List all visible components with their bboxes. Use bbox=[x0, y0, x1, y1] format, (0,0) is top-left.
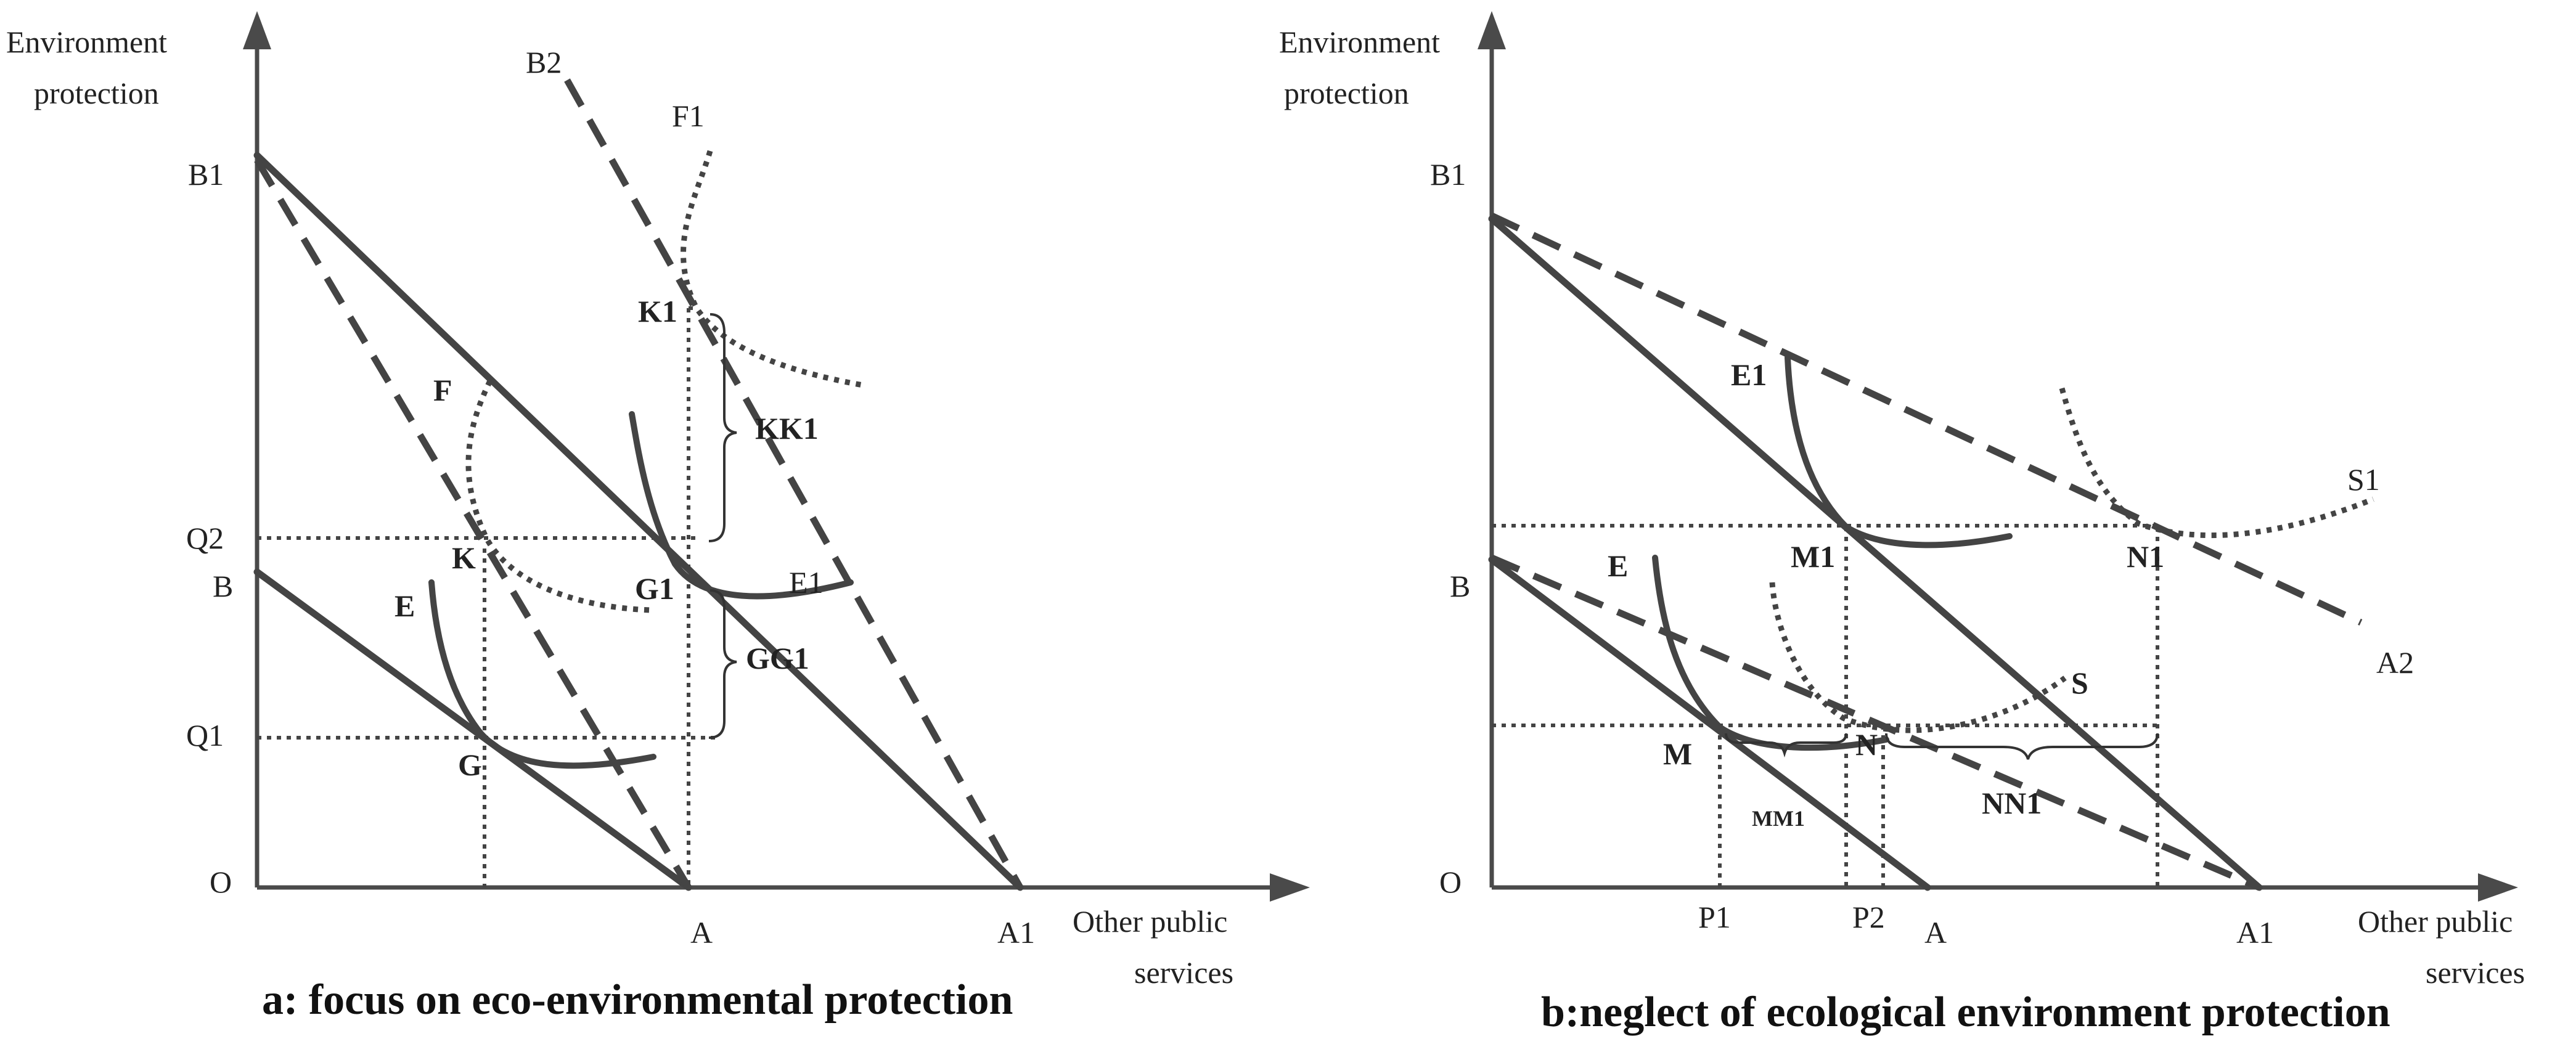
panel-a-indifference-curve-e1 bbox=[629, 411, 854, 600]
panel-b-indifference-curve-s1 bbox=[2059, 387, 2374, 539]
panel-b-label-a2: A2 bbox=[2376, 645, 2414, 680]
panel-b-indifference-curve-s bbox=[1769, 582, 2067, 733]
panel-a-label-kk1: KK1 bbox=[755, 411, 819, 446]
panel-b-x-axis-label-line1: Other public bbox=[2358, 904, 2513, 939]
panel-b-label-p2: P2 bbox=[1852, 900, 1885, 934]
panel-b-label-n1: N1 bbox=[2127, 539, 2164, 574]
panel-a-budget-line-b1-a1 bbox=[253, 152, 1024, 891]
panel-a: Environment protection Other public serv… bbox=[6, 11, 1310, 1024]
panel-a-label-b1: B1 bbox=[188, 157, 224, 192]
panel-b-label-b1: B1 bbox=[1430, 157, 1466, 192]
panel-a-label-a1: A1 bbox=[997, 915, 1035, 950]
panel-a-label-g1: G1 bbox=[635, 571, 674, 606]
panel-b-brace-mm1 bbox=[1725, 733, 1847, 758]
panel-b-label-m: M bbox=[1663, 736, 1692, 771]
panel-a-indifference-curve-e bbox=[428, 579, 656, 769]
panel-a-indifference-curve-f1 bbox=[681, 150, 864, 388]
panel-b-caption: b:neglect of ecological environment prot… bbox=[1541, 989, 2390, 1036]
panel-b-label-e: E bbox=[1608, 549, 1628, 583]
panel-a-label-f1: F1 bbox=[672, 99, 705, 133]
panel-a-x-axis-label-line2: services bbox=[1134, 955, 1233, 990]
panel-b-x-axis-arrow-icon bbox=[2478, 873, 2518, 902]
panel-a-label-q1: Q1 bbox=[186, 718, 224, 752]
panel-a-label-e1: E1 bbox=[789, 565, 824, 600]
panel-b-label-nn1: NN1 bbox=[1982, 786, 2042, 820]
panel-a-brace-kk1 bbox=[708, 313, 737, 542]
panel-a-dashed-line-b1-a bbox=[254, 158, 692, 889]
panel-b-origin-label: O bbox=[1439, 865, 1462, 899]
panel-b-label-s1: S1 bbox=[2347, 462, 2380, 497]
panel-b-label-a: A bbox=[1924, 915, 1947, 950]
panel-a-label-a: A bbox=[690, 915, 713, 950]
panel-b-x-axis-label-line2: services bbox=[2426, 955, 2525, 990]
panel-b-indifference-curve-e1 bbox=[1785, 354, 2013, 549]
panel-a-label-e: E bbox=[395, 589, 415, 623]
panel-b-label-m1: M1 bbox=[1791, 539, 1835, 574]
panel-b: Environment protection Other public serv… bbox=[1279, 11, 2525, 1036]
panel-b-label-mm1: MM1 bbox=[1752, 806, 1805, 831]
panel-a-dashed-line-b2-a1 bbox=[564, 78, 1023, 889]
panel-a-label-b: B bbox=[213, 569, 233, 603]
panel-a-y-axis-label-line1: Environment bbox=[6, 25, 167, 59]
panel-a-brace-gg1 bbox=[708, 589, 737, 739]
panel-a-label-b2: B2 bbox=[526, 45, 562, 80]
panel-a-caption: a: focus on eco-environmental protection bbox=[262, 976, 1013, 1024]
panel-b-label-e1: E1 bbox=[1731, 357, 1767, 392]
panel-a-label-gg1: GG1 bbox=[746, 641, 809, 675]
panel-a-label-k1: K1 bbox=[638, 294, 677, 328]
panel-a-label-g: G bbox=[458, 748, 482, 782]
panel-b-y-axis-arrow-icon bbox=[1478, 11, 1506, 49]
panel-b-label-n: N bbox=[1855, 727, 1878, 762]
panel-b-label-p1: P1 bbox=[1698, 900, 1731, 934]
panel-b-indifference-curve-e bbox=[1652, 555, 1889, 751]
panel-a-indifference-curve-f bbox=[465, 380, 651, 613]
panel-a-y-axis-label-line2: protection bbox=[34, 76, 159, 110]
panel-a-label-k: K bbox=[452, 540, 476, 575]
panel-b-y-axis-label-line2: protection bbox=[1284, 76, 1409, 110]
panel-a-label-q2: Q2 bbox=[186, 521, 224, 555]
panel-a-x-axis-arrow-icon bbox=[1270, 873, 1310, 902]
panel-b-label-s: S bbox=[2071, 666, 2088, 700]
panel-b-brace-nn1 bbox=[1885, 733, 2159, 760]
panel-b-dashed-line-b1-a2 bbox=[1490, 213, 2363, 626]
panel-a-label-f: F bbox=[433, 373, 452, 407]
panel-b-dashed-line-b-a1 bbox=[1490, 554, 2261, 891]
panel-a-y-axis-arrow-icon bbox=[243, 11, 271, 49]
panel-a-origin-label: O bbox=[210, 865, 232, 899]
panel-b-label-a1: A1 bbox=[2236, 915, 2274, 950]
panel-b-y-axis-label-line1: Environment bbox=[1279, 25, 1440, 59]
panel-a-x-axis-label-line1: Other public bbox=[1073, 904, 1227, 939]
panel-a-budget-line-b-a bbox=[253, 568, 692, 891]
panel-b-budget-line-b1-a1 bbox=[1488, 215, 2263, 891]
panel-b-label-b: B bbox=[1450, 569, 1470, 603]
